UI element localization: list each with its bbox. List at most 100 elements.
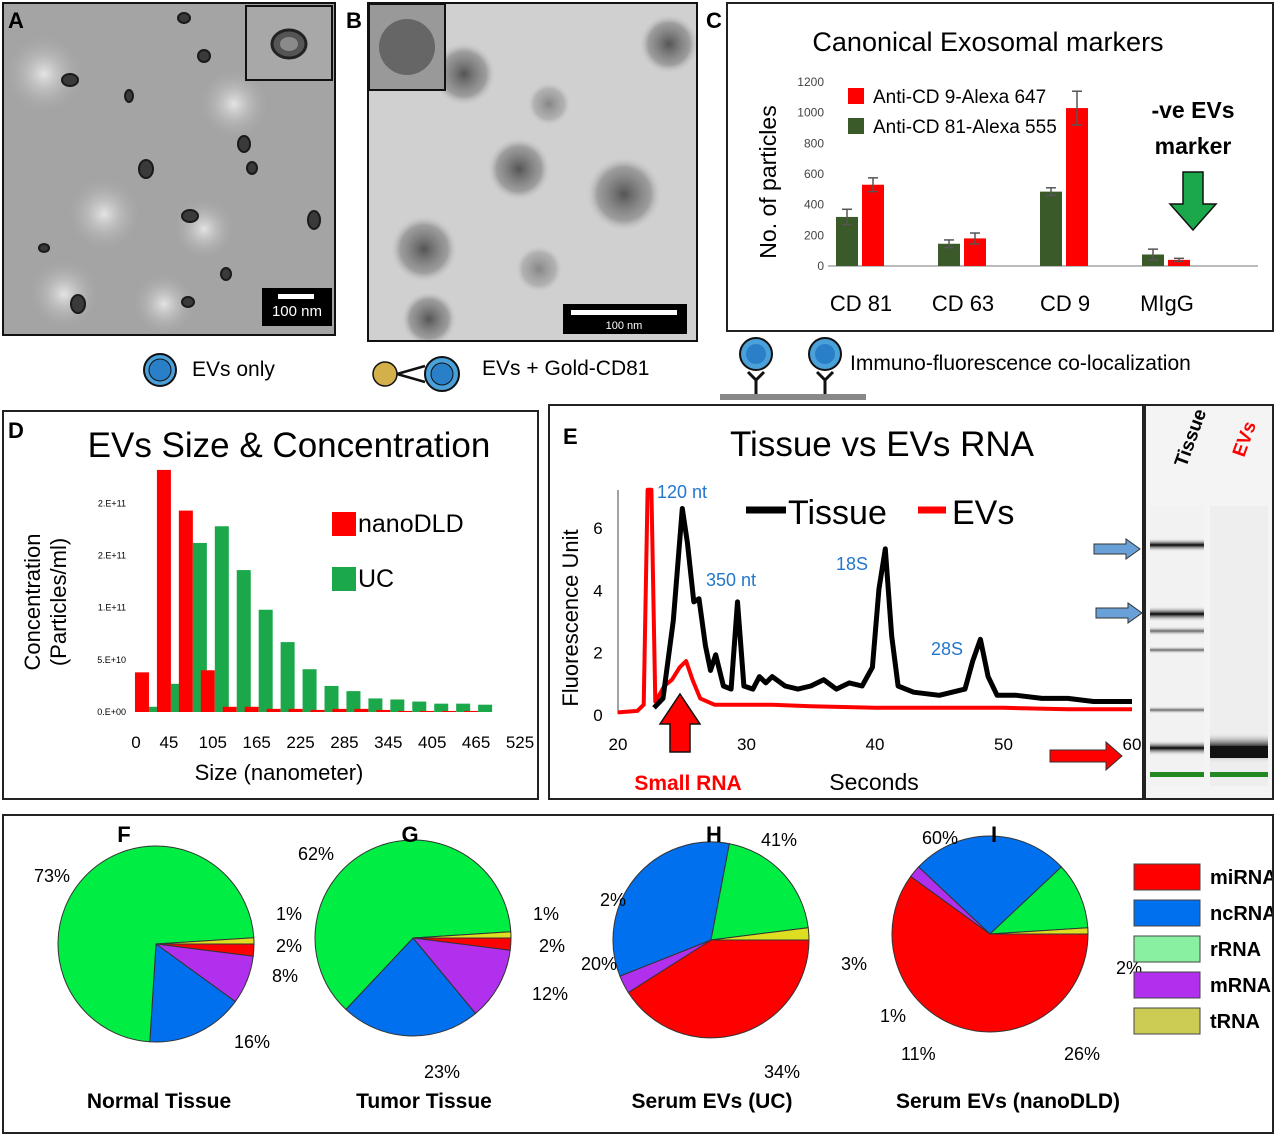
chart-d-bar-uc bbox=[236, 570, 251, 712]
pie-charts: F Normal Tissue 73% 1% 2% 8% 16% G Tumor Tissue 6… bbox=[34, 822, 1272, 1113]
pie-slice-rrna bbox=[57, 845, 255, 1043]
chart-d-legend-label: nanoDLD bbox=[358, 510, 464, 538]
chart-d-bar-uc bbox=[434, 703, 449, 712]
chart-c-annotation-arrow bbox=[1168, 171, 1218, 232]
pie-slice-label: 73% bbox=[34, 866, 70, 886]
chart-c-annotation-line1: -ve EVs bbox=[1151, 97, 1234, 123]
chart-d-xtick: 225 bbox=[286, 733, 314, 752]
chart-c-xtick: CD 9 bbox=[1040, 291, 1090, 316]
chart-d-bar-nanodld bbox=[442, 710, 457, 712]
chart-c-annotation-line2: marker bbox=[1155, 133, 1232, 159]
gel-image-drawing: Tissue EVs bbox=[1150, 406, 1268, 786]
pie-slice-label: 20% bbox=[581, 954, 617, 974]
pie-slice-label: 62% bbox=[298, 844, 334, 864]
chart-d-bar-nanodld bbox=[178, 510, 193, 712]
chart-d-bar-uc bbox=[302, 669, 317, 712]
em-image-a bbox=[2, 2, 336, 336]
pie-title: Serum EVs (UC) bbox=[631, 1090, 792, 1113]
pie-legend-swatch bbox=[1133, 863, 1201, 891]
pie-slice-label: 11% bbox=[901, 1044, 936, 1064]
chart-c-title: Canonical Exosomal markers bbox=[812, 27, 1163, 57]
chart-d-bar-nanodld bbox=[200, 670, 215, 712]
chart-d-xtick: 525 bbox=[506, 733, 534, 752]
chart-c-bar bbox=[1168, 259, 1190, 266]
chart-d-ytick: 2.E+11 bbox=[98, 498, 126, 508]
chart-d-ytick: 2.E+11 bbox=[98, 550, 126, 560]
pie-slice-rrna bbox=[710, 843, 809, 941]
chart-d-xtick: 165 bbox=[242, 733, 270, 752]
chart-d-xlabel: Size (nanometer) bbox=[195, 760, 364, 785]
pie-slice-ncrna bbox=[612, 841, 730, 977]
chart-d-bar-nanodld bbox=[288, 708, 303, 712]
pie-slice-rrna bbox=[988, 866, 1089, 935]
chart-e-xtick: 40 bbox=[866, 735, 885, 754]
chart-c-bar bbox=[964, 238, 986, 266]
pie-legend-swatch bbox=[1133, 899, 1201, 927]
pie-title: Tumor Tissue bbox=[356, 1090, 492, 1113]
chart-d-bar-uc bbox=[324, 685, 339, 712]
pie-panel-letter: H bbox=[706, 822, 722, 847]
scale-bar-b-label: 100 nm bbox=[606, 320, 643, 332]
chart-e-annotation-28s: 28S bbox=[931, 639, 963, 659]
chart-c-ylabel: No. of particles bbox=[755, 105, 781, 258]
panel-c-frame bbox=[726, 2, 1274, 332]
chart-e-xtick: 50 bbox=[994, 735, 1013, 754]
chart-e-small-band-arrow bbox=[1049, 740, 1123, 772]
pie-slice-label: 2% bbox=[276, 936, 302, 956]
chart-e-band-arrow-1 bbox=[1093, 538, 1141, 560]
pie-slice-mirna bbox=[891, 875, 1089, 1033]
pie-slice-label: 1% bbox=[276, 904, 302, 924]
chart-d-xtick: 465 bbox=[462, 733, 490, 752]
pie-slice-label: 8% bbox=[272, 966, 298, 986]
em-image-b-drawing: 100 nm bbox=[369, 4, 696, 340]
chart-e-ylabel: Fluorescence Unit bbox=[558, 529, 583, 706]
chart-c-bar bbox=[862, 184, 884, 266]
pie-slice-ncrna bbox=[345, 937, 477, 1037]
panel-letter-d: D bbox=[8, 418, 24, 443]
chart-d-bar-uc bbox=[368, 698, 383, 712]
chart-c-xtick: CD 81 bbox=[830, 291, 892, 316]
chart-d-bar-uc bbox=[258, 609, 273, 712]
chart-d-bar-uc bbox=[346, 691, 361, 712]
chart-c-legend-swatch bbox=[848, 88, 864, 104]
chart-c-legend-swatch bbox=[848, 118, 864, 134]
chart-c-bar bbox=[938, 243, 960, 266]
chart-e-ytick: 0 bbox=[593, 706, 602, 725]
chart-d-bar-uc bbox=[412, 701, 427, 712]
chart-c-ytick: 0 bbox=[817, 259, 824, 273]
scale-bar-a-line bbox=[278, 294, 314, 299]
chart-c-ytick: 400 bbox=[804, 198, 824, 212]
pie-slice-trna bbox=[989, 927, 1089, 935]
chart-c-bar bbox=[1066, 108, 1088, 266]
chart-e: Tissue vs EVs RNA Fluorescence Unit Second… bbox=[558, 425, 1142, 795]
panel-letter-a: A bbox=[8, 8, 24, 33]
panel-d-frame bbox=[2, 410, 539, 800]
chart-d-bar-nanodld bbox=[420, 710, 435, 712]
chart-c-legend-label: Anti-CD 9-Alexa 647 bbox=[873, 87, 1046, 108]
gel-image: Tissue EVs bbox=[1144, 404, 1274, 800]
scale-bar-a: 100 nm bbox=[262, 288, 332, 326]
pie-slice-ncrna bbox=[917, 835, 1063, 935]
chart-d-bar-nanodld bbox=[134, 672, 149, 712]
pie-slice-label: 23% bbox=[424, 1062, 460, 1082]
chart-e-legend-label-tissue: Tissue bbox=[788, 494, 887, 532]
chart-e-band-arrow-2 bbox=[1095, 602, 1142, 624]
chart-e-ytick: 6 bbox=[593, 519, 602, 538]
pie-slice-label: 3% bbox=[841, 954, 867, 974]
chart-d-ytick: 0.E+00 bbox=[97, 707, 126, 717]
pie-slice-mrna bbox=[411, 937, 511, 1015]
chart-c-ytick: 1000 bbox=[797, 106, 824, 120]
chart-e-xtick: 20 bbox=[609, 735, 628, 754]
pie-slice-label: 12% bbox=[532, 984, 568, 1004]
chart-e-line-evs bbox=[617, 487, 1132, 715]
pie-slice-label: 16% bbox=[234, 1032, 270, 1052]
chart-d-bar-nanodld bbox=[266, 708, 281, 712]
pie-slice-label: 1% bbox=[880, 1006, 906, 1026]
chart-d-bar-nanodld bbox=[222, 706, 237, 712]
chart-e-line-tissue bbox=[652, 506, 1132, 710]
panel-e-frame bbox=[548, 404, 1144, 800]
chart-d-bar-nanodld bbox=[156, 469, 171, 712]
chart-d-xtick: 405 bbox=[418, 733, 446, 752]
chart-d-bar-uc bbox=[192, 542, 207, 712]
chart-d-xtick: 0 bbox=[131, 733, 140, 752]
